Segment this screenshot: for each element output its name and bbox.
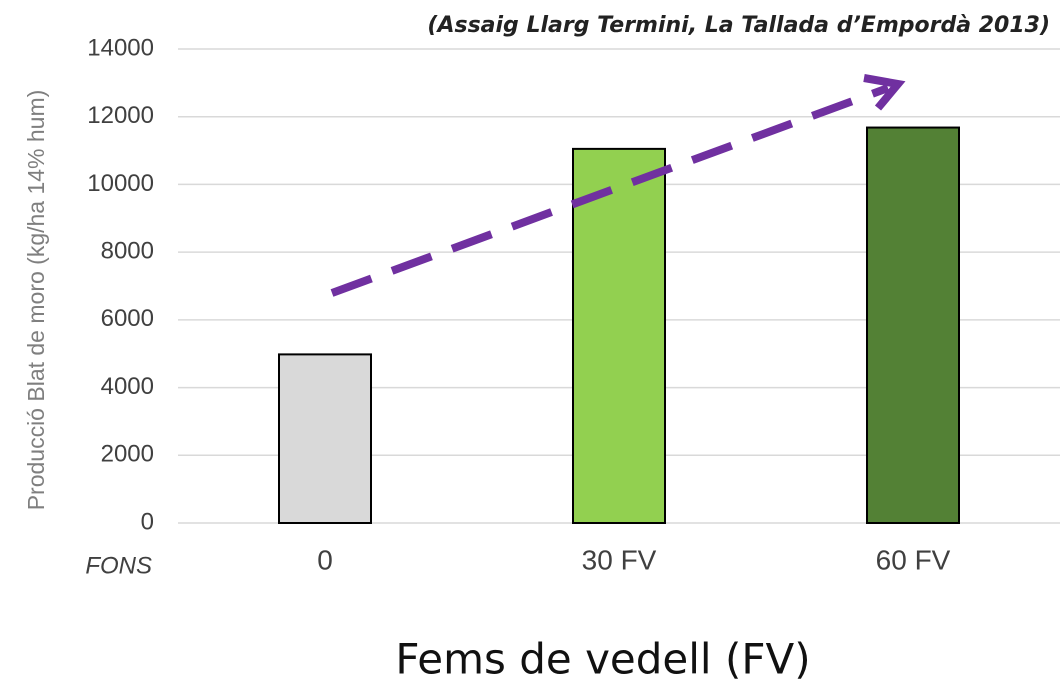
bar (278, 353, 372, 524)
annotation: FONS (85, 552, 152, 579)
y-tick-label: 4000 (101, 373, 154, 400)
y-tick-label: 10000 (87, 170, 154, 197)
arrow-head (863, 74, 906, 111)
plot: 0 2000 4000 6000 8000 10000 12000 14000 0 30 FV 60… (87, 34, 1060, 575)
y-tick-label: 8000 (101, 237, 154, 264)
y-axis-label: Producció Blat de moro (kg/ha 14% hum) (23, 90, 49, 511)
trend-arrow (330, 74, 906, 297)
y-tick-label: 2000 (101, 441, 154, 468)
y-tick-label: 14000 (87, 34, 154, 61)
bar (866, 126, 960, 524)
trend-line (330, 84, 890, 297)
y-tick-label: 12000 (87, 102, 154, 129)
y-tick-label: 0 (141, 508, 154, 535)
bar (572, 147, 666, 524)
x-tick-label: 30 FV (582, 544, 657, 575)
x-axis-label: Fems de vedell (FV) (395, 635, 810, 684)
x-tick-label: 60 FV (876, 544, 951, 575)
x-tick-label: 0 (317, 544, 333, 575)
y-tick-label: 6000 (101, 305, 154, 332)
chart-subtitle: (Assaig Llarg Termini, La Tallada d’Empo… (427, 13, 1050, 38)
